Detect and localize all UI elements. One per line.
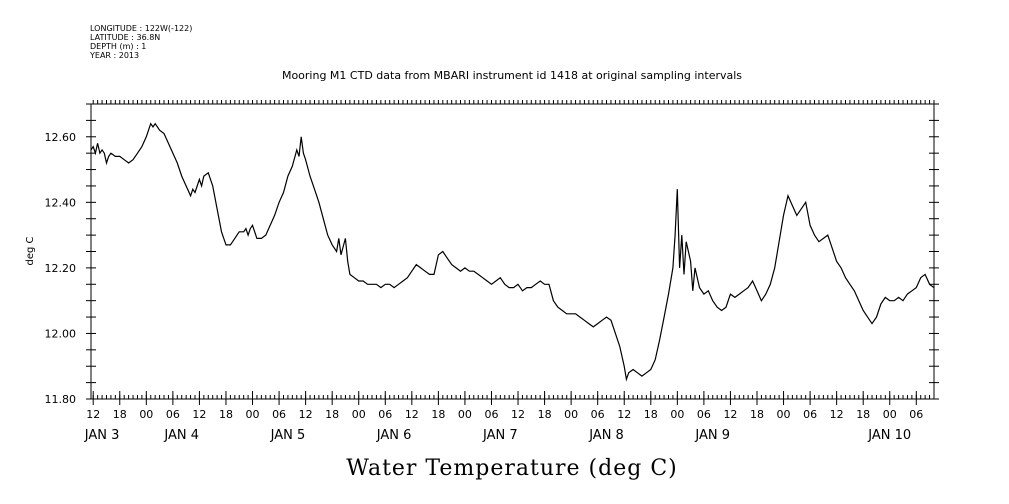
x-tick-label: 00 (883, 408, 897, 421)
y-axis-label: deg C (25, 236, 36, 265)
x-day-label: JAN 9 (694, 428, 730, 443)
axis-ticks (86, 100, 939, 405)
x-tick-label: 18 (325, 408, 339, 421)
x-day-label: JAN 5 (270, 428, 306, 443)
x-day-label: JAN 7 (482, 428, 518, 443)
x-tick-label: 06 (803, 408, 817, 421)
metadata-line: LONGITUDE : 122W(-122) (90, 24, 192, 33)
x-tick-label: 00 (139, 408, 153, 421)
y-tick-label: 12.40 (45, 196, 77, 209)
plot-frame (90, 103, 935, 400)
x-tick-label: 18 (644, 408, 658, 421)
x-tick-label: 06 (378, 408, 392, 421)
x-tick-label: 12 (299, 408, 313, 421)
x-tick-label: 12 (192, 408, 206, 421)
x-axis-tick-labels: 12 18 00 06 12 18 00 06 12 18 00 06 12 18 00 06 12 18 00 06… (86, 408, 923, 421)
series-line (90, 122, 935, 382)
metadata-line: YEAR : 2013 (89, 51, 139, 60)
x-tick-label: 18 (219, 408, 233, 421)
y-tick-label: 12.20 (45, 262, 77, 275)
x-tick-label: 18 (750, 408, 764, 421)
x-tick-label: 06 (484, 408, 498, 421)
x-tick-label: 12 (723, 408, 737, 421)
x-axis-label: Water Temperature (deg C) (346, 456, 678, 481)
metadata-line: LATITUDE : 36.8N (90, 33, 160, 42)
x-tick-label: 00 (777, 408, 791, 421)
metadata-block: LONGITUDE : 122W(-122)LATITUDE : 36.8NDE… (89, 24, 192, 60)
x-tick-label: 00 (352, 408, 366, 421)
x-tick-label: 18 (431, 408, 445, 421)
x-tick-label: 12 (405, 408, 419, 421)
x-tick-label: 18 (538, 408, 552, 421)
x-tick-label: 00 (564, 408, 578, 421)
x-tick-label: 06 (697, 408, 711, 421)
x-tick-label: 00 (246, 408, 260, 421)
x-tick-label: 12 (617, 408, 631, 421)
y-tick-label: 12.60 (45, 131, 77, 144)
x-tick-label: 00 (458, 408, 472, 421)
metadata-line: DEPTH (m) : 1 (90, 42, 146, 51)
x-tick-label: 12 (86, 408, 100, 421)
x-tick-label: 00 (670, 408, 684, 421)
y-tick-label: 12.00 (45, 327, 77, 340)
x-tick-label: 06 (909, 408, 923, 421)
x-tick-label: 06 (166, 408, 180, 421)
x-day-label: JAN 8 (588, 428, 624, 443)
x-day-label: JAN 10 (867, 428, 911, 443)
x-tick-label: 18 (113, 408, 127, 421)
x-tick-label: 12 (830, 408, 844, 421)
x-tick-label: 06 (591, 408, 605, 421)
x-day-label: JAN 4 (163, 428, 199, 443)
x-day-label: JAN 6 (376, 428, 412, 443)
y-tick-label: 11.80 (45, 393, 77, 406)
y-axis-tick-labels: 11.80 12.00 12.20 12.40 12.60 (45, 131, 77, 406)
x-axis-day-labels: JAN 3 JAN 4 JAN 5 JAN 6 JAN 7 JAN 8 JAN 9 JAN 1… (84, 428, 911, 443)
x-day-label: JAN 3 (84, 428, 120, 443)
x-tick-label: 18 (856, 408, 870, 421)
x-tick-label: 06 (272, 408, 286, 421)
x-tick-label: 12 (511, 408, 525, 421)
chart-title: Mooring M1 CTD data from MBARI instrumen… (282, 69, 742, 82)
